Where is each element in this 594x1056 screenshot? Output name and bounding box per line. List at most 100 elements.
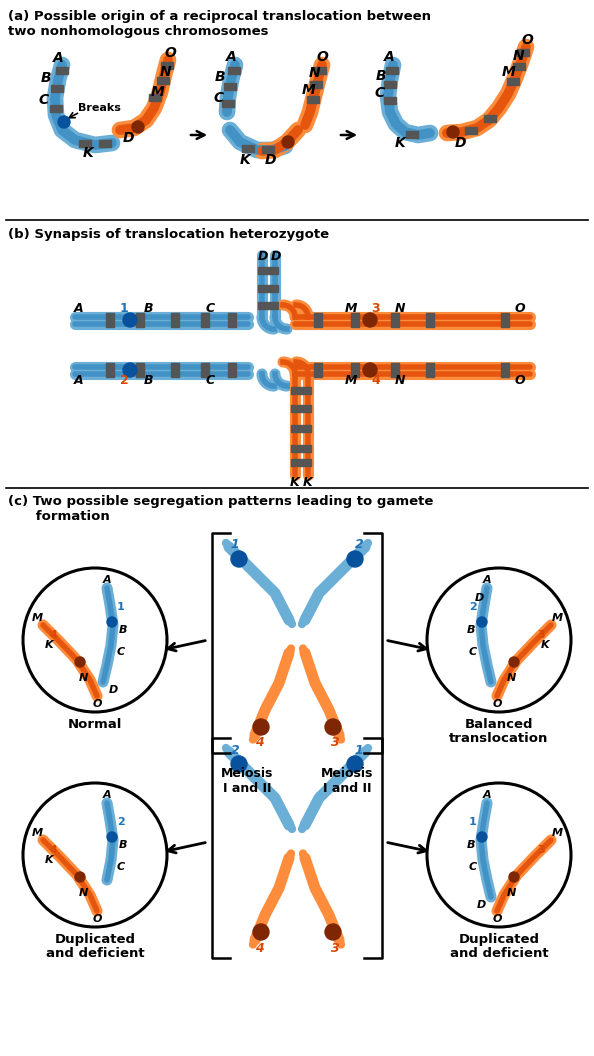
- Bar: [99, 139, 111, 147]
- Text: (a) Possible origin of a reciprocal translocation between
two nonhomologous chro: (a) Possible origin of a reciprocal tran…: [8, 10, 431, 38]
- Circle shape: [75, 657, 85, 667]
- Text: 2: 2: [119, 375, 128, 388]
- Bar: [314, 67, 326, 74]
- Text: Breaks: Breaks: [78, 103, 121, 113]
- Text: C: C: [206, 302, 214, 315]
- Text: D: D: [454, 136, 466, 150]
- Text: B: B: [467, 840, 475, 850]
- Text: Duplicated: Duplicated: [459, 934, 539, 946]
- Text: B: B: [143, 302, 153, 315]
- Text: B: B: [119, 625, 127, 635]
- Circle shape: [107, 617, 117, 627]
- Text: A: A: [483, 576, 491, 585]
- Text: 4: 4: [49, 630, 57, 640]
- Bar: [501, 363, 509, 377]
- Text: N: N: [395, 302, 405, 315]
- Text: 3: 3: [537, 630, 545, 640]
- Text: 4: 4: [255, 942, 263, 955]
- Bar: [513, 62, 525, 70]
- Text: 1: 1: [230, 539, 239, 551]
- Bar: [258, 266, 278, 274]
- Text: A: A: [74, 302, 84, 315]
- Text: A: A: [103, 576, 111, 585]
- Bar: [242, 145, 254, 151]
- Circle shape: [253, 924, 269, 940]
- Text: N: N: [160, 65, 172, 79]
- Text: N: N: [513, 49, 524, 63]
- Text: 2: 2: [355, 539, 364, 551]
- Bar: [291, 458, 311, 466]
- Bar: [171, 363, 179, 377]
- Text: M: M: [31, 828, 43, 838]
- Text: C: C: [39, 93, 49, 107]
- Circle shape: [325, 924, 341, 940]
- Text: translocation: translocation: [449, 732, 549, 744]
- Text: K: K: [45, 640, 53, 650]
- Circle shape: [363, 363, 377, 377]
- Text: N: N: [308, 65, 320, 80]
- Text: M: M: [501, 65, 515, 79]
- Text: O: O: [316, 50, 328, 64]
- Text: K: K: [394, 136, 405, 150]
- Bar: [291, 425, 311, 432]
- Bar: [291, 445, 311, 452]
- Text: 1: 1: [119, 302, 128, 315]
- Bar: [224, 82, 236, 90]
- Bar: [484, 114, 496, 121]
- Bar: [351, 363, 359, 377]
- Circle shape: [477, 617, 487, 627]
- Text: A: A: [74, 375, 84, 388]
- Text: 1: 1: [355, 743, 364, 756]
- Bar: [258, 302, 278, 308]
- Bar: [310, 80, 322, 88]
- Circle shape: [509, 657, 519, 667]
- Bar: [157, 76, 169, 83]
- Circle shape: [58, 116, 70, 128]
- Bar: [149, 94, 161, 100]
- Bar: [258, 284, 278, 291]
- Text: Meiosis
I and II: Meiosis I and II: [321, 767, 373, 795]
- Text: Duplicated: Duplicated: [55, 934, 135, 946]
- Text: D: D: [258, 250, 268, 264]
- Text: 1: 1: [117, 602, 125, 612]
- Bar: [56, 67, 68, 74]
- Text: K: K: [290, 475, 300, 489]
- Text: A: A: [384, 50, 394, 64]
- Circle shape: [325, 719, 341, 735]
- Text: C: C: [117, 647, 125, 657]
- Bar: [314, 313, 322, 327]
- Text: O: O: [521, 33, 533, 48]
- Circle shape: [253, 719, 269, 735]
- Circle shape: [75, 872, 85, 882]
- Text: D: D: [475, 593, 484, 603]
- Text: D: D: [476, 900, 486, 910]
- Text: D: D: [264, 153, 276, 167]
- Text: B: B: [214, 70, 225, 84]
- Text: M: M: [345, 302, 357, 315]
- Bar: [228, 313, 236, 327]
- Bar: [201, 363, 209, 377]
- Text: K: K: [239, 153, 251, 167]
- Bar: [50, 105, 62, 112]
- Text: B: B: [143, 375, 153, 388]
- Text: 4: 4: [372, 375, 380, 388]
- Text: C: C: [206, 375, 214, 388]
- Bar: [161, 61, 173, 69]
- Text: Normal: Normal: [68, 718, 122, 731]
- Bar: [507, 77, 519, 84]
- Text: O: O: [514, 375, 525, 388]
- Bar: [171, 313, 179, 327]
- Text: 3: 3: [537, 845, 545, 855]
- Bar: [517, 49, 529, 56]
- Text: O: O: [92, 699, 102, 709]
- Text: D: D: [271, 250, 281, 264]
- Text: and deficient: and deficient: [450, 947, 548, 960]
- Text: 2: 2: [230, 743, 239, 756]
- Bar: [391, 313, 399, 327]
- Circle shape: [447, 126, 459, 138]
- Bar: [136, 363, 144, 377]
- Text: and deficient: and deficient: [46, 947, 144, 960]
- Text: 1: 1: [469, 817, 477, 827]
- Circle shape: [347, 756, 363, 772]
- Bar: [51, 84, 63, 92]
